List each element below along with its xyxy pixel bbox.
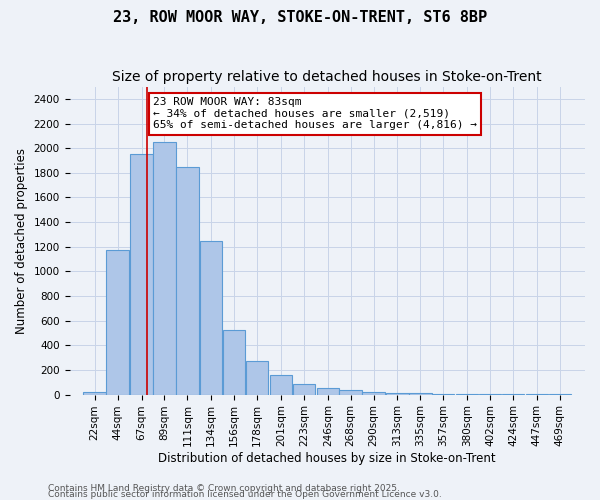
Bar (362, 392, 385, 394)
Bar (200, 240, 223, 394)
Title: Size of property relative to detached houses in Stoke-on-Trent: Size of property relative to detached ho… (112, 70, 542, 84)
Bar (340, 390, 362, 394)
Bar (176, 166, 199, 394)
Bar (223, 330, 245, 394)
Bar (386, 392, 409, 394)
Bar (293, 384, 315, 394)
Bar (153, 142, 176, 395)
Bar (106, 250, 129, 394)
Y-axis label: Number of detached properties: Number of detached properties (15, 148, 28, 334)
Bar (130, 154, 153, 394)
Text: 23, ROW MOOR WAY, STOKE-ON-TRENT, ST6 8BP: 23, ROW MOOR WAY, STOKE-ON-TRENT, ST6 8B… (113, 10, 487, 25)
Bar (246, 362, 268, 394)
Text: Contains public sector information licensed under the Open Government Licence v3: Contains public sector information licen… (48, 490, 442, 499)
Text: 23 ROW MOOR WAY: 83sqm
← 34% of detached houses are smaller (2,519)
65% of semi-: 23 ROW MOOR WAY: 83sqm ← 34% of detached… (153, 97, 477, 130)
X-axis label: Distribution of detached houses by size in Stoke-on-Trent: Distribution of detached houses by size … (158, 452, 496, 465)
Bar (270, 376, 292, 394)
Text: Contains HM Land Registry data © Crown copyright and database right 2025.: Contains HM Land Registry data © Crown c… (48, 484, 400, 493)
Bar (83, 392, 106, 394)
Bar (317, 388, 339, 394)
